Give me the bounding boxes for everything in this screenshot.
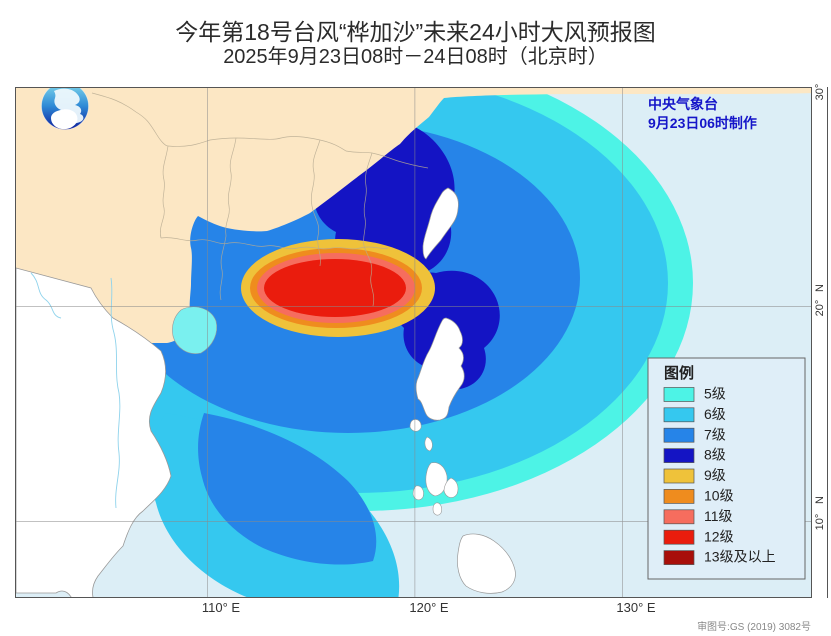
svg-text:图例: 图例 (664, 364, 694, 382)
svg-text:9级: 9级 (704, 467, 726, 483)
svg-text:10级: 10级 (704, 488, 734, 504)
svg-text:7级: 7级 (704, 426, 726, 442)
svg-text:12级: 12级 (704, 528, 734, 544)
svg-text:13级及以上: 13级及以上 (704, 549, 776, 565)
svg-text:8级: 8级 (704, 447, 726, 463)
svg-text:5级: 5级 (704, 386, 726, 402)
svg-text:6级: 6级 (704, 406, 726, 422)
svg-text:11级: 11级 (704, 508, 733, 524)
